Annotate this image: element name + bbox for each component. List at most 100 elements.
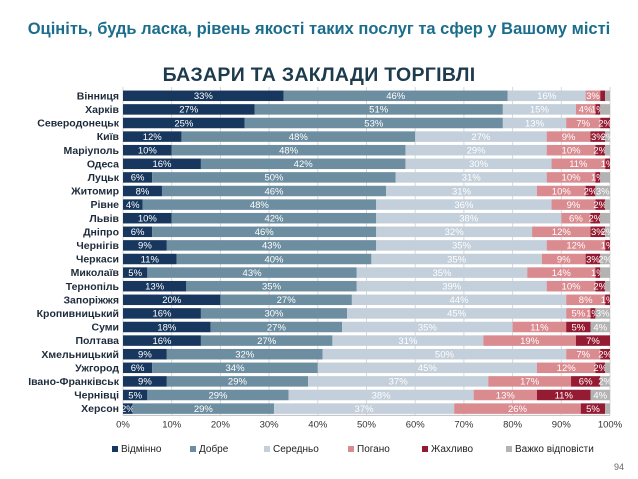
- category-label: Луцьк: [88, 172, 120, 184]
- bar-segment: [605, 90, 610, 102]
- data-label: 26%: [508, 404, 528, 415]
- bar-segment: [415, 131, 547, 142]
- bar-segment: [575, 335, 610, 346]
- data-label: 4%: [593, 390, 607, 401]
- data-label: 16%: [537, 91, 557, 102]
- bar-segment: [595, 199, 606, 210]
- data-label: 2%: [593, 363, 607, 374]
- bar-segment: [152, 362, 318, 374]
- data-label: 1%: [591, 173, 605, 184]
- bar-segment: [123, 321, 211, 333]
- bar-segment: [332, 335, 484, 346]
- bar-segment: [376, 199, 552, 210]
- bar-segment: [571, 376, 601, 387]
- category-label: Тернопіль: [66, 281, 120, 293]
- data-label: 29%: [208, 390, 228, 401]
- x-tick-label: 100%: [598, 419, 623, 430]
- data-label: 1%: [591, 268, 605, 279]
- bar-segment: [123, 158, 201, 170]
- legend-swatch: [506, 446, 512, 452]
- data-label: 46%: [386, 91, 406, 102]
- category-label: Дніпро: [83, 226, 119, 238]
- chart-title: БАЗАРИ ТА ЗАКЛАДИ ТОРГІВЛІ: [162, 64, 476, 86]
- data-label: 5%: [128, 390, 142, 401]
- category-label: Кропивницький: [37, 308, 119, 320]
- data-label: 31%: [398, 336, 418, 347]
- bar-segment: [600, 104, 610, 115]
- bar-segment: [595, 144, 606, 156]
- data-label: 9%: [567, 200, 581, 211]
- bar-segment: [220, 294, 352, 306]
- data-label: 15%: [530, 105, 550, 116]
- bar-segment: [395, 172, 547, 183]
- bar-segment: [161, 185, 386, 197]
- data-label: 27%: [257, 336, 277, 347]
- bar-segment: [152, 226, 377, 238]
- x-tick-label: 50%: [357, 419, 377, 430]
- data-label: 7%: [576, 118, 590, 129]
- data-label: 45%: [418, 363, 438, 374]
- category-label: Харків: [85, 104, 119, 116]
- bar-segment: [376, 240, 547, 251]
- bar-segment: [123, 226, 153, 238]
- bar-segment: [123, 280, 187, 292]
- bar-segment: [566, 321, 591, 333]
- bar-segment: [322, 348, 567, 360]
- data-label: 45%: [447, 309, 467, 320]
- data-label: 9%: [138, 377, 152, 388]
- data-label: 6%: [569, 214, 583, 225]
- data-label: 9%: [138, 241, 152, 252]
- data-label: 2%: [601, 227, 615, 238]
- bar-segment: [244, 117, 503, 129]
- bar-segment: [546, 131, 591, 142]
- data-label: 43%: [262, 241, 282, 252]
- data-label: 9%: [557, 254, 571, 265]
- bar-segment: [123, 267, 148, 278]
- legend-label: Відмінно: [121, 444, 162, 455]
- bar-segment: [351, 294, 567, 306]
- category-label: Хмельницький: [41, 349, 119, 361]
- data-label: 8%: [579, 295, 593, 306]
- bar-segment: [385, 185, 537, 197]
- data-label: 2%: [598, 350, 612, 361]
- legend-label: Жахливо: [431, 444, 474, 455]
- legend-swatch: [112, 446, 118, 452]
- data-label: 9%: [138, 350, 152, 361]
- bar-segment: [186, 280, 357, 292]
- bar-segment: [123, 131, 182, 142]
- bar-segment: [600, 376, 610, 387]
- data-label: 16%: [152, 309, 172, 320]
- data-label: 1%: [601, 241, 615, 252]
- bar-segment: [590, 212, 601, 224]
- category-label: Запоріжжя: [63, 294, 119, 306]
- data-label: 50%: [435, 350, 455, 361]
- data-label: 10%: [562, 282, 582, 293]
- data-label: 14%: [552, 268, 572, 279]
- bar-segment: [605, 280, 610, 292]
- data-label: 31%: [452, 186, 472, 197]
- data-label: 3%: [591, 227, 605, 238]
- data-label: 48%: [289, 132, 309, 143]
- data-label: 10%: [562, 146, 582, 157]
- bar-segment: [585, 90, 601, 102]
- data-label: 2%: [598, 118, 612, 129]
- data-label: 1%: [601, 295, 615, 306]
- bar-segment: [566, 294, 606, 306]
- data-label: 4%: [579, 105, 593, 116]
- data-label: 29%: [194, 404, 214, 415]
- bar-segment: [595, 362, 606, 374]
- category-label: Київ: [97, 131, 120, 143]
- bar-segment: [595, 280, 606, 292]
- data-label: 5%: [571, 322, 585, 333]
- data-label: 13%: [525, 118, 545, 129]
- bar-segment: [605, 294, 610, 306]
- bar-segment: [123, 253, 177, 265]
- data-label: 29%: [467, 146, 487, 157]
- data-label: 9%: [562, 132, 576, 143]
- category-label: Івано-Франківськ: [28, 376, 120, 388]
- data-label: 36%: [454, 200, 474, 211]
- bar-segment: [123, 172, 153, 183]
- bar-segment: [536, 389, 591, 401]
- data-label: 35%: [262, 282, 282, 293]
